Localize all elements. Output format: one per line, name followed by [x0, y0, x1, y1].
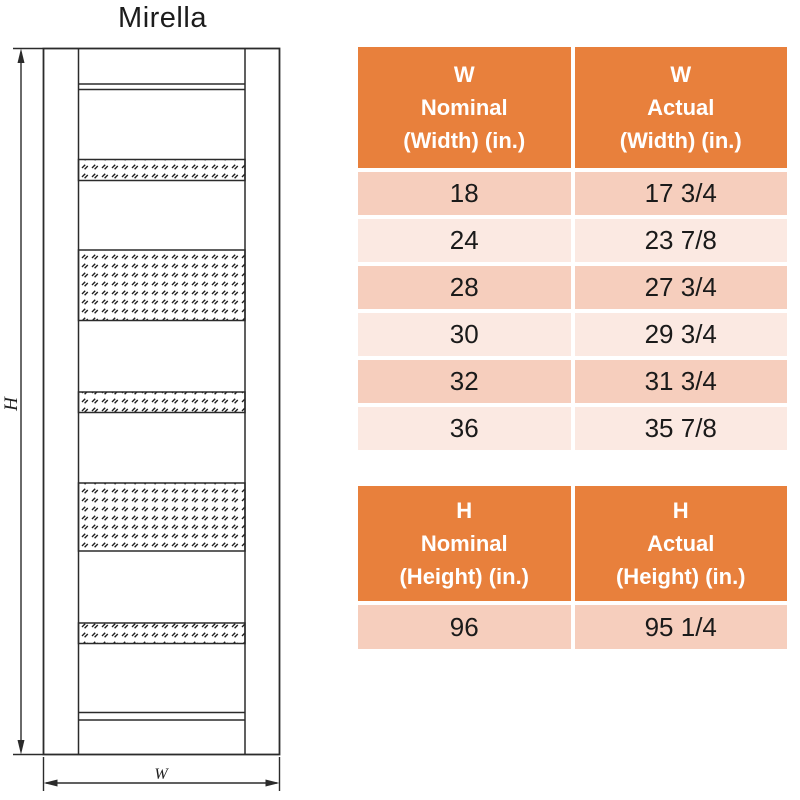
table-cell: 31 3/4	[574, 360, 787, 403]
header-line: Actual	[647, 95, 715, 120]
table-cell: 27 3/4	[574, 266, 787, 309]
header-line: (Height) (in.)	[615, 564, 746, 589]
table-cell: 29 3/4	[574, 313, 787, 356]
header-line: Actual	[647, 531, 715, 556]
table-cell: 24	[358, 219, 571, 262]
header-line: Nominal	[420, 531, 508, 556]
door-hatch-panels	[77, 158, 246, 645]
arrow-up-icon	[17, 48, 25, 63]
table-cell: 36	[358, 407, 571, 450]
table-cell: 23 7/8	[574, 219, 787, 262]
height-table: H Nominal (Height) (in.) H Actual (Heigh…	[358, 486, 787, 649]
header-line: (Height) (in.)	[399, 564, 530, 589]
table-cell: 18	[358, 172, 571, 215]
header-line: (Width) (in.)	[403, 128, 526, 153]
height-dimension: H	[1, 47, 43, 756]
width-dimension: W	[42, 757, 281, 791]
door-diagram: H W	[1, 47, 281, 791]
table-cell: 95 1/4	[574, 605, 787, 649]
table-cell: 35 7/8	[574, 407, 787, 450]
header-line: H	[456, 498, 473, 523]
table-cell: 17 3/4	[574, 172, 787, 215]
header-line: Nominal	[420, 95, 508, 120]
arrow-down-icon	[17, 740, 25, 755]
header-line: (Width) (in.)	[619, 128, 742, 153]
arrow-left-icon	[43, 779, 58, 787]
header-line: W	[453, 62, 475, 87]
table-cell: 30	[358, 313, 571, 356]
page-title: Mirella	[118, 2, 207, 34]
header-line: W	[670, 62, 692, 87]
height-nominal-header: H Nominal (Height) (in.)	[358, 486, 571, 601]
height-actual-header: H Actual (Height) (in.)	[574, 486, 787, 601]
width-dimension-label: W	[154, 766, 169, 783]
table-cell: 96	[358, 605, 571, 649]
header-line: H	[672, 498, 689, 523]
table-cell: 28	[358, 266, 571, 309]
width-actual-header: W Actual (Width) (in.)	[574, 47, 787, 168]
arrow-right-icon	[265, 779, 280, 787]
width-table: W Nominal (Width) (in.) W Actual (Width)…	[358, 47, 787, 450]
height-dimension-label: H	[1, 396, 22, 412]
table-cell: 32	[358, 360, 571, 403]
width-nominal-header: W Nominal (Width) (in.)	[358, 47, 571, 168]
